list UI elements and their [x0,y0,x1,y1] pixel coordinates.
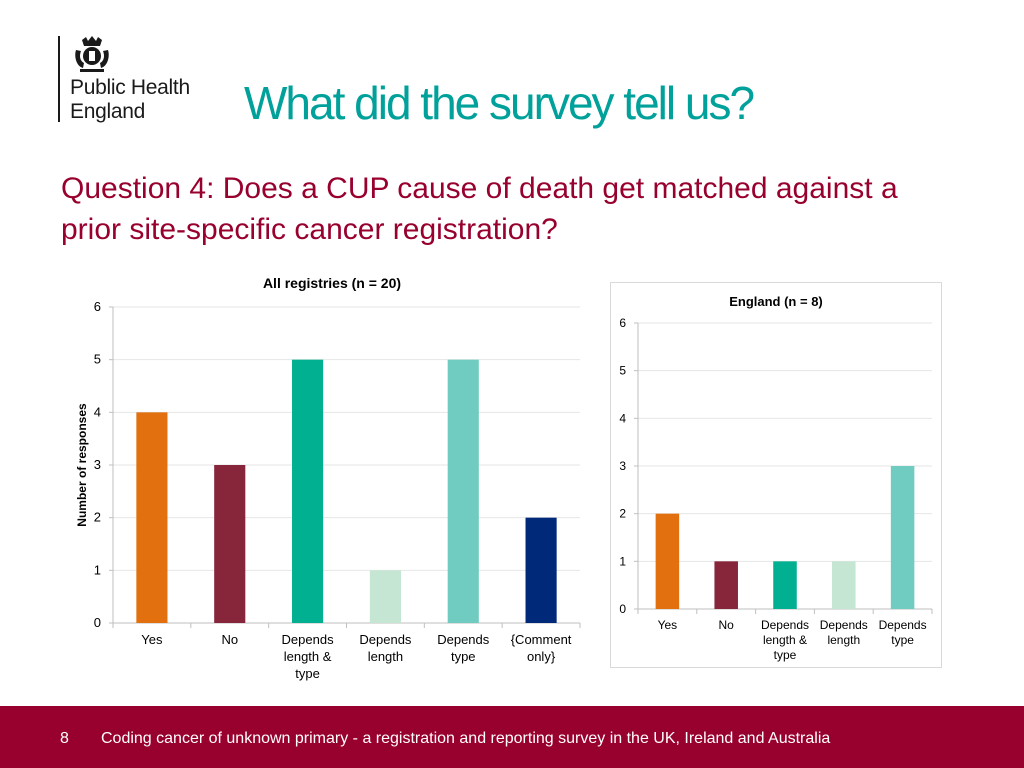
page-title: What did the survey tell us? [244,77,755,129]
page-number: 8 [60,730,69,747]
footer-text: Coding cancer of unknown primary - a reg… [101,730,831,747]
y-tick-label: 4 [94,404,101,419]
chart-all-registries: All registries (n = 20) 0 1 2 3 4 5 6 Number of … [75,275,581,681]
bar [714,561,738,609]
y-tick-label: 5 [619,364,626,378]
chart-title: England (n = 8) [729,294,823,309]
y-tick-label: 1 [94,562,101,577]
y-tick-label: 1 [619,554,626,568]
x-tick-label: Depends length [359,632,412,664]
x-tick-label: Depends type [437,632,490,664]
bar [214,465,246,623]
chart-england: England (n = 8) 0 1 2 3 4 5 6 Yes No Depends length… [610,282,942,668]
y-tick-label: 4 [619,411,626,425]
y-tick-label: 5 [94,352,101,367]
x-tick-label: Yes [141,632,163,647]
chart-title: All registries (n = 20) [263,275,401,291]
question-text: Question 4: Does a CUP cause of death ge… [61,172,898,246]
bar [136,412,168,623]
y-tick-label: 0 [94,615,101,630]
bar [655,513,680,609]
x-tick-label: Depends length & type [282,632,335,681]
x-tick-label: No [221,632,238,647]
bar [447,359,479,623]
y-tick-label: 3 [619,459,626,473]
logo-divider [58,36,60,122]
y-tick-label: 6 [94,299,101,314]
royal-crest-icon [75,36,109,72]
bar [369,570,401,623]
x-tick-label: Depends length [820,618,868,647]
x-tick-label: No [719,618,735,632]
x-tick-label: {Comment only} [511,632,572,664]
x-tick-label: Yes [658,618,678,632]
y-axis-label: Number of responses [75,403,89,527]
logo-line-2: England [70,100,145,123]
x-tick-label: Depends length & type [761,618,809,662]
x-tick-label: Depends type [879,618,927,647]
bar [292,359,324,623]
bar [773,561,797,609]
bar [832,561,856,609]
logo-line-1: Public Health [70,76,190,99]
bar [525,517,557,623]
bar [890,466,915,609]
y-tick-label: 6 [619,316,626,330]
y-tick-label: 2 [619,507,626,521]
y-tick-label: 2 [94,510,101,525]
y-tick-label: 3 [94,457,101,472]
y-tick-label: 0 [619,602,626,616]
footer-bar: 8 Coding cancer of unknown primary - a r… [0,706,1024,768]
phe-logo: Public Health England [58,36,218,126]
